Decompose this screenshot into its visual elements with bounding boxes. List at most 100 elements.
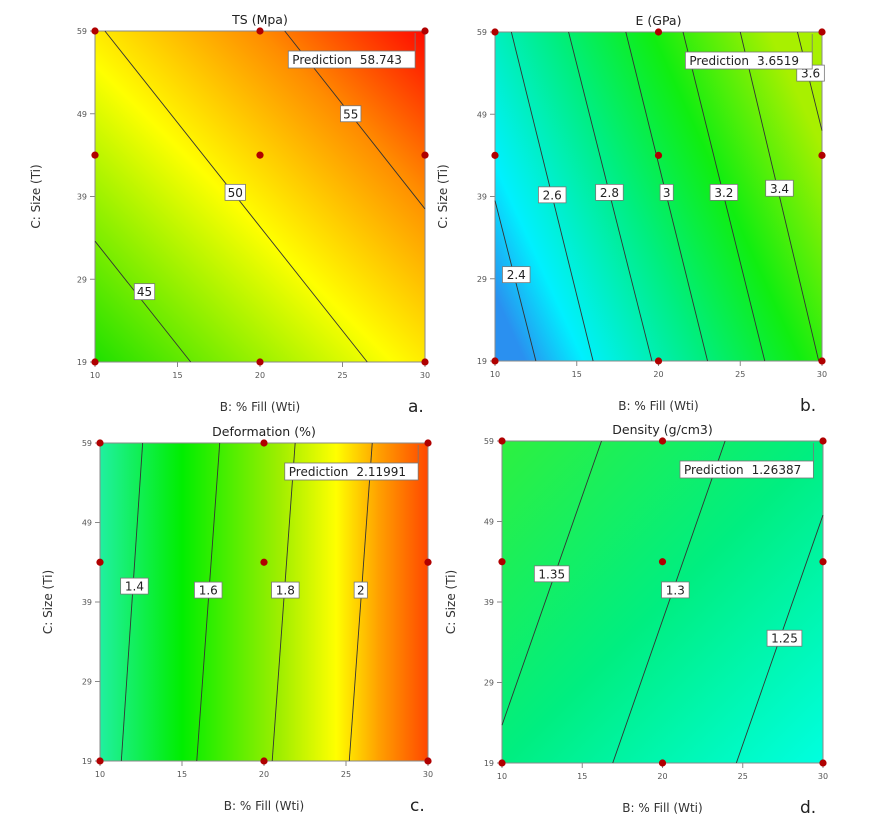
design-point: [260, 558, 268, 566]
contour-line: [348, 442, 373, 762]
contour-label-box: [224, 183, 246, 201]
design-point: [818, 28, 826, 36]
design-point: [421, 358, 429, 366]
x-axis-label: B: % Fill (Wti): [224, 799, 304, 813]
contour-label-box: [659, 183, 674, 201]
prediction-box: [679, 460, 814, 479]
contour-label: 1.8: [276, 584, 295, 598]
design-point: [654, 151, 663, 159]
plot-area: [501, 440, 824, 764]
contour-label-box: [538, 186, 567, 204]
design-point: [819, 437, 827, 445]
contour-label: 3.4: [770, 182, 789, 196]
y-tick-label: 19: [82, 757, 92, 766]
chart-title: E (GPa): [636, 13, 682, 28]
prediction-value: 1.26387: [752, 463, 802, 477]
y-axis-label: C: Size (Ti): [436, 164, 450, 228]
x-tick-label: 10: [95, 770, 105, 779]
x-tick-label: 25: [738, 772, 748, 781]
design-point: [818, 151, 826, 159]
x-tick-label: 20: [657, 772, 667, 781]
x-axis-label: B: % Fill (Wti): [618, 399, 698, 413]
y-tick-label: 19: [477, 357, 487, 366]
design-point: [256, 27, 264, 35]
prediction-value: 3.6519: [757, 54, 799, 68]
contour-line: [501, 440, 602, 726]
x-tick-label: 25: [341, 770, 351, 779]
prediction-label: Prediction 2.11991: [289, 465, 406, 479]
design-point: [491, 357, 499, 365]
contour-label-box: [271, 581, 300, 599]
y-tick-label: 59: [77, 27, 87, 36]
design-point: [424, 439, 432, 447]
prediction-label: Prediction 1.26387: [684, 463, 801, 477]
design-point: [491, 151, 499, 159]
y-tick-label: 19: [77, 358, 87, 367]
prediction-label-text: Prediction: [289, 465, 349, 479]
design-point: [421, 27, 429, 35]
x-tick-label: 10: [497, 772, 507, 781]
x-tick-label: 15: [177, 770, 187, 779]
contour-label: 2.4: [507, 268, 526, 282]
contour-label-box: [661, 581, 690, 599]
x-tick-label: 15: [172, 371, 182, 380]
contour-label: 55: [343, 107, 358, 121]
panel-label: d.: [800, 798, 816, 818]
design-point: [654, 28, 663, 36]
contour-label: 3.6: [801, 67, 820, 81]
x-tick-label: 15: [577, 772, 587, 781]
contour-line: [196, 442, 221, 762]
y-tick-label: 59: [82, 439, 92, 448]
chart-title: Deformation (%): [212, 424, 316, 439]
y-tick-label: 49: [477, 110, 487, 119]
design-point: [498, 437, 506, 445]
x-tick-label: 10: [90, 371, 100, 380]
prediction-value: 58.743: [360, 53, 402, 67]
design-point: [260, 439, 268, 447]
design-point: [256, 358, 264, 366]
design-point: [260, 757, 268, 765]
contour-label-box: [765, 179, 794, 197]
contour-label-box: [709, 183, 739, 201]
x-tick-label: 10: [490, 370, 500, 379]
panel-label: c.: [410, 796, 425, 816]
x-tick-label: 20: [259, 770, 269, 779]
contour-line: [120, 442, 144, 762]
contour-line: [94, 240, 192, 363]
contour-label: 1.25: [771, 632, 798, 646]
x-tick-label: 20: [653, 370, 663, 379]
design-point: [96, 439, 104, 447]
design-point: [658, 558, 667, 566]
contour-label-box: [502, 266, 531, 284]
y-tick-label: 29: [484, 679, 494, 688]
contour-label-box: [766, 629, 803, 647]
y-axis-label: C: Size (Ti): [41, 570, 55, 634]
design-point: [91, 358, 99, 366]
y-axis-label: C: Size (Ti): [444, 570, 458, 634]
design-point: [421, 151, 429, 159]
design-point: [491, 28, 499, 36]
x-tick-label: 20: [255, 371, 265, 380]
contour-label: 1.3: [666, 583, 685, 597]
contour-label-box: [133, 283, 156, 301]
design-point: [498, 558, 506, 566]
prediction-label-text: Prediction: [684, 463, 744, 477]
panel-label: a.: [408, 397, 424, 417]
prediction-box: [287, 50, 416, 69]
chart-title: TS (Mpa): [231, 12, 288, 27]
design-point: [91, 151, 99, 159]
contour-label: 45: [137, 285, 152, 299]
y-tick-label: 59: [477, 28, 487, 37]
design-point: [818, 357, 826, 365]
contour-panel-a: TS (Mpa) 10 15 20 25 30 19 29 39 49 59 B: % Fill (W…: [29, 12, 430, 417]
contour-label: 2: [357, 584, 365, 598]
contour-label-box: [353, 581, 368, 599]
y-tick-label: 29: [82, 678, 92, 687]
x-tick-label: 30: [817, 370, 827, 379]
prediction-box: [284, 462, 419, 481]
y-tick-label: 59: [484, 437, 494, 446]
design-point: [819, 759, 827, 767]
contour-label: 1.6: [199, 584, 218, 598]
design-point: [91, 27, 99, 35]
